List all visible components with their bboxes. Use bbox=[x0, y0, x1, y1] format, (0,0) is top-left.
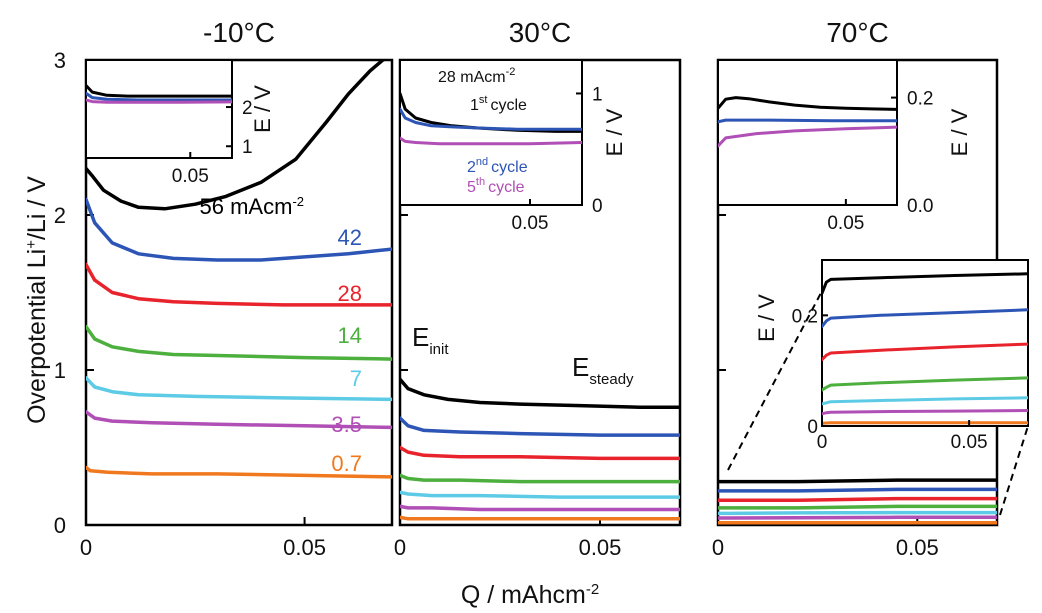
panel2-series-14 bbox=[718, 504, 997, 510]
panel2-series-56 bbox=[718, 478, 997, 484]
panel0-inset-ylabel: E / V bbox=[250, 85, 275, 133]
second-cycle-label: 2nd cycle bbox=[467, 156, 528, 176]
panel2-title: 70°C bbox=[826, 17, 889, 48]
zoom-inset-series-42 bbox=[822, 308, 1028, 328]
zoom-inset-series-14 bbox=[822, 376, 1028, 392]
panel1-inset-xtick-label: 0.05 bbox=[512, 213, 549, 234]
panel1-series-7 bbox=[400, 490, 680, 499]
panel2-series-7 bbox=[718, 510, 997, 516]
rate-label-56: 56 mAcm-2 bbox=[200, 194, 304, 219]
panel1-series-0-7 bbox=[400, 515, 680, 521]
zoom-inset-series-56 bbox=[822, 272, 1028, 295]
panel2-inset-ytick-label: 0.0 bbox=[907, 196, 933, 217]
panel1-series-28 bbox=[400, 445, 680, 461]
rate-label-0-7: 0.7 bbox=[331, 451, 362, 476]
panel0-ytick-label: 0 bbox=[54, 513, 66, 538]
panel2-inset-series-56 bbox=[718, 96, 897, 111]
panel1-inset-ytick-label: 0 bbox=[592, 196, 603, 217]
x-axis-label: Q / mAhcm-2 bbox=[461, 581, 599, 609]
panel0-inset-series-3-5 bbox=[86, 98, 232, 104]
rate-label-14: 14 bbox=[338, 323, 362, 348]
panel0-inset-series-42 bbox=[86, 91, 232, 102]
zoom-connector-right bbox=[999, 425, 1029, 516]
panel1-inset-ylabel: E / V bbox=[602, 108, 627, 156]
panel1-xtick-label: 0 bbox=[394, 535, 406, 560]
panel0-series-56 bbox=[86, 60, 386, 211]
panel0-xtick-label: 0 bbox=[80, 535, 92, 560]
panel2-series-42 bbox=[718, 487, 997, 493]
panel0-series-0-7 bbox=[86, 465, 392, 479]
zoom-connector-left bbox=[727, 290, 823, 471]
zoom-inset-xtick-label: 0 bbox=[817, 432, 828, 453]
panel2-xtick-label: 0.05 bbox=[896, 535, 939, 560]
panel-70c: 70°C 0 0.05 0.05 0.0 0.2 E / V 0 0.05 0 0.2 E / V bbox=[712, 17, 1029, 560]
panel1-series-42 bbox=[400, 416, 680, 437]
panel1-series-14 bbox=[400, 473, 680, 484]
panel2-inset-ylabel: E / V bbox=[947, 108, 972, 156]
panel1-inset-series-3-5 bbox=[400, 136, 582, 146]
zoom-inset-ytick-label: 0 bbox=[807, 417, 818, 438]
y-axis-label: Overpotential Li+/Li / V bbox=[23, 176, 51, 424]
panel2-series-28 bbox=[718, 496, 997, 502]
zoom-inset-series-28 bbox=[822, 342, 1028, 362]
e-steady-label: Esteady bbox=[572, 352, 634, 388]
zoom-inset-ytick-label: 0.2 bbox=[792, 306, 818, 327]
panel0-series-28 bbox=[86, 262, 392, 307]
rate-label-28: 28 bbox=[338, 281, 362, 306]
panel1-series-56 bbox=[400, 377, 680, 409]
panel-minus10c: -10°C 0 0.05 0 1 2 3 56 mAcm-2 42 28 14 7 3.5 0.7 0.05… bbox=[54, 17, 394, 560]
panel0-inset-xtick-label: 0.05 bbox=[172, 166, 209, 187]
panel0-ytick-label: 2 bbox=[54, 203, 66, 228]
panel2-inset-xtick-label: 0.05 bbox=[827, 213, 864, 234]
panel0-inset-frame bbox=[85, 59, 233, 159]
rate-label-42: 42 bbox=[338, 225, 362, 250]
panel0-title: -10°C bbox=[203, 17, 275, 48]
e-init-label: Einit bbox=[412, 322, 449, 358]
panel2-inset-series-42 bbox=[718, 118, 897, 124]
panel0-ytick-label: 3 bbox=[54, 48, 66, 73]
rate-label-3-5: 3.5 bbox=[331, 412, 362, 437]
panel2-series-3-5 bbox=[718, 515, 997, 520]
panel0-series-42 bbox=[86, 197, 392, 262]
rate-label-7: 7 bbox=[350, 366, 362, 391]
panel0-series-14 bbox=[86, 324, 392, 361]
zoom-inset-series-3-5 bbox=[822, 409, 1028, 416]
panel1-series-3-5 bbox=[400, 504, 680, 512]
fifth-cycle-label: 5th cycle bbox=[467, 176, 525, 196]
rate-annotation: 28 mAcm-2 bbox=[438, 66, 515, 86]
panel-30c: 30°C 0 0.05 0.05 0 1 E / V bbox=[394, 17, 682, 560]
panel1-title: 30°C bbox=[509, 17, 572, 48]
first-cycle-label: 1st cycle bbox=[470, 94, 527, 114]
zoom-inset-series-7 bbox=[822, 396, 1028, 406]
panel1-xtick-label: 0.05 bbox=[579, 535, 622, 560]
panel1-inset-series-42 bbox=[400, 107, 582, 131]
panel0-series-3-5 bbox=[86, 410, 392, 430]
zoom-inset-ylabel: E / V bbox=[754, 294, 779, 342]
panel0-xtick-label: 0.05 bbox=[283, 535, 326, 560]
panel0-inset-ytick-label: 1 bbox=[242, 137, 253, 158]
panel0-inset-series-56 bbox=[86, 84, 232, 98]
zoom-inset-xtick-label: 0.05 bbox=[951, 432, 988, 453]
panel0-series-7 bbox=[86, 376, 392, 402]
panel2-inset-ytick-label: 0.2 bbox=[907, 89, 933, 110]
panel2-inset-series-3-5 bbox=[718, 125, 897, 148]
panel2-xtick-label: 0 bbox=[712, 535, 724, 560]
panel0-ytick-label: 1 bbox=[54, 358, 66, 383]
panel0-inset-ytick-label: 2 bbox=[242, 98, 253, 119]
panel-30c-annotations: 28 mAcm-2 1st cycle 2nd cycle 5th cycle Ein… bbox=[412, 66, 634, 388]
panel1-inset-ytick-label: 1 bbox=[592, 84, 603, 105]
zoom-inset-series-0-7 bbox=[822, 421, 1028, 425]
panel2-inset-frame bbox=[717, 59, 898, 206]
